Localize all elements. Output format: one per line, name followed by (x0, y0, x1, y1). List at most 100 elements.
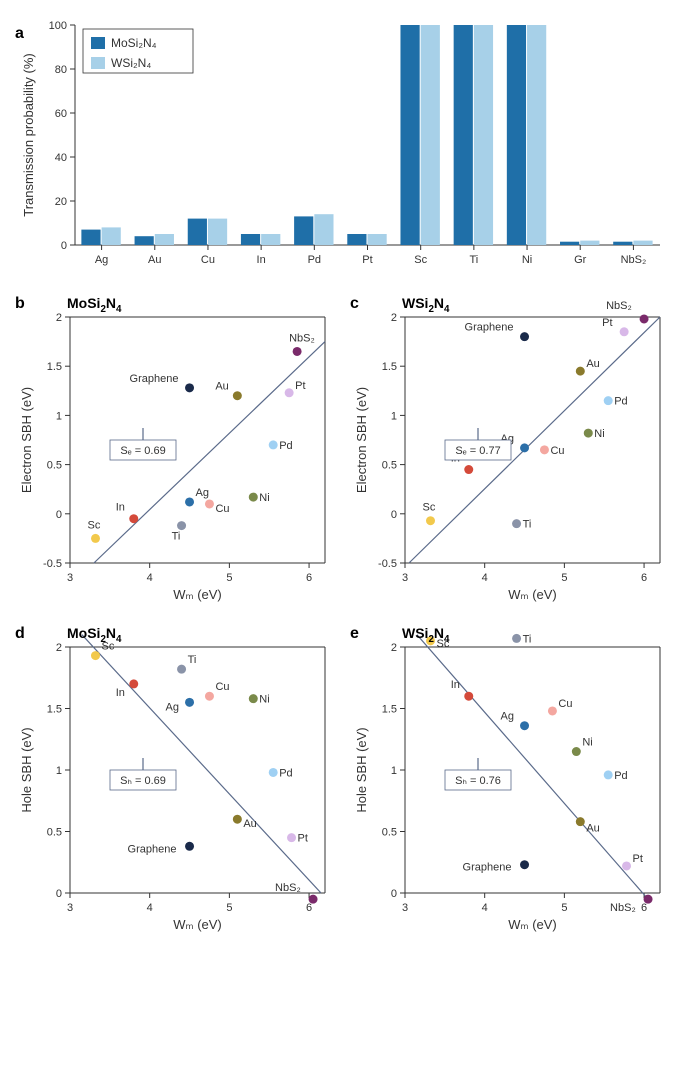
svg-text:4: 4 (482, 572, 488, 584)
svg-text:Wₘ (eV): Wₘ (eV) (173, 587, 222, 602)
svg-text:Ag: Ag (166, 701, 179, 713)
svg-text:Sc: Sc (423, 502, 436, 514)
svg-text:Ni: Ni (582, 737, 592, 749)
svg-text:Ti: Ti (523, 633, 532, 645)
scatter-e: 00.511.523456ScInTiAgCuNiAuPdPtGrapheneN… (350, 625, 670, 935)
svg-text:Wₘ (eV): Wₘ (eV) (508, 587, 557, 602)
svg-text:Cu: Cu (215, 681, 229, 693)
svg-text:Ni: Ni (259, 492, 269, 504)
svg-text:Cu: Cu (201, 254, 215, 266)
svg-text:0: 0 (391, 509, 397, 521)
svg-text:4: 4 (147, 902, 153, 914)
svg-text:Ni: Ni (259, 694, 269, 706)
panel-d-title: MoSi2N4 (67, 625, 121, 645)
svg-text:6: 6 (306, 572, 312, 584)
svg-text:Sₑ = 0.77: Sₑ = 0.77 (455, 445, 500, 457)
svg-text:0: 0 (391, 888, 397, 900)
svg-text:Pd: Pd (279, 767, 292, 779)
row-bc: b MoSi2N4 -0.500.511.523456ScInTiAgCuNiA… (15, 295, 670, 625)
svg-text:Cu: Cu (550, 445, 564, 457)
svg-text:Graphene: Graphene (128, 843, 177, 855)
svg-text:100: 100 (49, 20, 67, 32)
svg-text:0: 0 (56, 509, 62, 521)
svg-text:NbS₂: NbS₂ (610, 902, 636, 914)
svg-text:Ti: Ti (523, 519, 532, 531)
svg-text:Pt: Pt (633, 853, 643, 865)
svg-text:Cu: Cu (215, 503, 229, 515)
svg-text:NbS₂: NbS₂ (606, 300, 632, 312)
svg-text:Pt: Pt (362, 254, 372, 266)
svg-text:60: 60 (55, 108, 67, 120)
svg-text:Hole SBH (eV): Hole SBH (eV) (19, 727, 34, 812)
svg-text:Pt: Pt (602, 317, 612, 329)
svg-text:Graphene: Graphene (130, 373, 179, 385)
svg-text:Electron SBH (eV): Electron SBH (eV) (19, 387, 34, 493)
svg-text:0.5: 0.5 (382, 827, 397, 839)
svg-text:Transmission probability (%): Transmission probability (%) (21, 53, 36, 217)
figure: a 020406080100AgAuCuInPdPtScTiNiGrNbS₂Tr… (15, 15, 670, 955)
svg-text:5: 5 (226, 572, 232, 584)
scatter-b: -0.500.511.523456ScInTiAgCuNiAuPdPtGraph… (15, 295, 335, 605)
svg-text:2: 2 (56, 312, 62, 324)
svg-text:Ni: Ni (522, 254, 532, 266)
svg-text:Gr: Gr (574, 254, 587, 266)
svg-text:Graphene: Graphene (463, 862, 512, 874)
svg-text:1: 1 (391, 765, 397, 777)
svg-text:0: 0 (61, 240, 67, 252)
svg-text:5: 5 (561, 902, 567, 914)
svg-text:Sc: Sc (414, 254, 427, 266)
svg-text:6: 6 (641, 902, 647, 914)
svg-text:NbS₂: NbS₂ (289, 332, 315, 344)
svg-text:4: 4 (147, 572, 153, 584)
svg-text:In: In (116, 687, 125, 699)
svg-text:0: 0 (56, 888, 62, 900)
svg-text:Au: Au (586, 823, 599, 835)
scatter-d: 00.511.523456ScInTiAgCuNiAuPdPtGrapheneN… (15, 625, 335, 935)
panel-e: e WSi2N4 00.511.523456ScInTiAgCuNiAuPdPt… (350, 625, 670, 935)
svg-text:NbS₂: NbS₂ (621, 254, 647, 266)
svg-text:Pd: Pd (279, 440, 292, 452)
svg-text:Hole SBH (eV): Hole SBH (eV) (354, 727, 369, 812)
svg-text:Ag: Ag (196, 487, 209, 499)
svg-text:Pd: Pd (308, 254, 321, 266)
svg-text:1.5: 1.5 (47, 704, 62, 716)
svg-text:Ag: Ag (95, 254, 108, 266)
svg-text:Pd: Pd (614, 396, 627, 408)
svg-text:2: 2 (391, 312, 397, 324)
svg-text:Ni: Ni (594, 428, 604, 440)
svg-text:Ti: Ti (172, 531, 181, 543)
svg-text:Ti: Ti (469, 254, 478, 266)
svg-text:3: 3 (402, 902, 408, 914)
svg-text:Au: Au (148, 254, 161, 266)
panel-e-label: e (350, 625, 359, 643)
svg-text:4: 4 (482, 902, 488, 914)
svg-text:1.5: 1.5 (47, 361, 62, 373)
svg-text:Sₕ = 0.69: Sₕ = 0.69 (120, 775, 166, 787)
svg-text:-0.5: -0.5 (378, 558, 397, 570)
svg-text:-0.5: -0.5 (43, 558, 62, 570)
svg-text:In: In (451, 679, 460, 691)
svg-text:Graphene: Graphene (465, 322, 514, 334)
svg-text:20: 20 (55, 196, 67, 208)
svg-text:Pt: Pt (298, 833, 308, 845)
svg-text:WSi₂N₄: WSi₂N₄ (111, 56, 151, 70)
svg-text:Ti: Ti (188, 654, 197, 666)
svg-text:NbS₂: NbS₂ (275, 882, 301, 894)
svg-text:3: 3 (402, 572, 408, 584)
svg-text:Wₘ (eV): Wₘ (eV) (173, 917, 222, 932)
svg-text:0.5: 0.5 (47, 827, 62, 839)
panel-b-label: b (15, 295, 25, 313)
svg-text:Au: Au (243, 818, 256, 830)
svg-text:Sₕ = 0.76: Sₕ = 0.76 (455, 775, 501, 787)
panel-b: b MoSi2N4 -0.500.511.523456ScInTiAgCuNiA… (15, 295, 335, 605)
svg-text:Cu: Cu (558, 698, 572, 710)
svg-text:40: 40 (55, 152, 67, 164)
bar-chart: 020406080100AgAuCuInPdPtScTiNiGrNbS₂Tran… (15, 15, 670, 275)
panel-a: a 020406080100AgAuCuInPdPtScTiNiGrNbS₂Tr… (15, 15, 670, 275)
svg-text:Pd: Pd (614, 770, 627, 782)
svg-text:3: 3 (67, 902, 73, 914)
svg-text:1: 1 (56, 410, 62, 422)
svg-text:MoSi₂N₄: MoSi₂N₄ (111, 36, 157, 50)
svg-text:0.5: 0.5 (382, 460, 397, 472)
svg-text:Sₑ = 0.69: Sₑ = 0.69 (120, 445, 165, 457)
